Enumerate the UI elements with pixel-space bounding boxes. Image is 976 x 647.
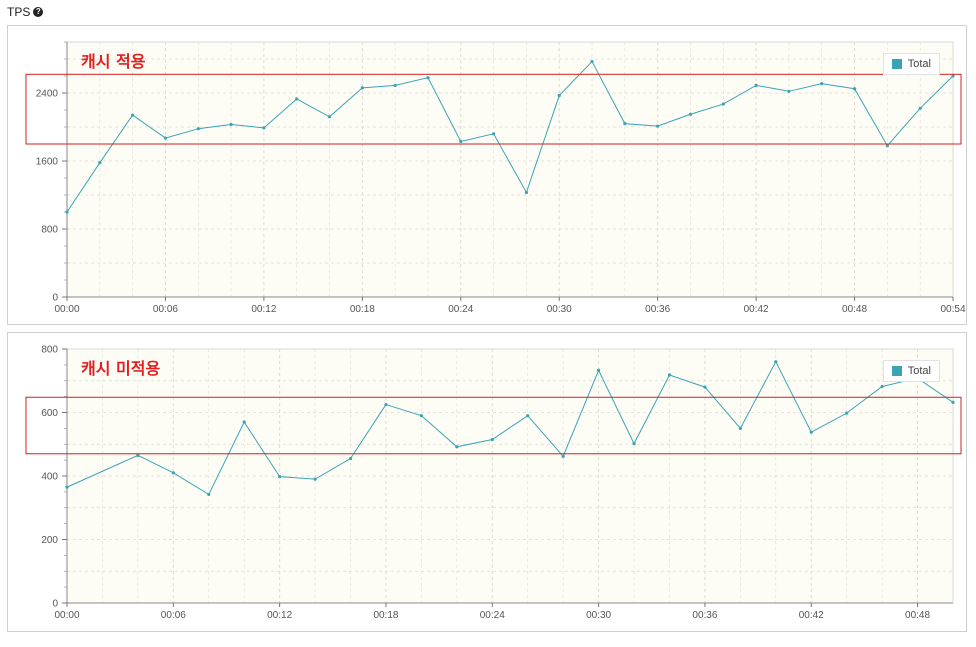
legend[interactable]: Total [882, 360, 940, 382]
highlight-box [25, 396, 962, 455]
page-title: TPS ? [7, 5, 44, 19]
series-line-total [66, 60, 954, 213]
data-point [918, 106, 922, 110]
data-point [171, 471, 175, 475]
chart-svg-cache-not-applied: 0 200 400 600 800 00:00 00:06 00:12 00:18 00:24 00… [25, 345, 962, 621]
data-point [295, 97, 299, 101]
data-point [787, 89, 791, 93]
x-tick-label: 00:00 [54, 610, 79, 621]
y-tick-label: 2400 [36, 89, 59, 100]
data-point [561, 454, 565, 458]
data-point [313, 477, 317, 481]
data-point [809, 430, 813, 434]
data-point [136, 453, 140, 457]
data-point [885, 144, 889, 148]
data-point [327, 115, 332, 119]
data-point [721, 102, 725, 106]
x-tick-label: 00:42 [744, 304, 769, 315]
chart-panel-cache-not-applied: 0 200 400 600 800 00:00 00:06 00:12 00:18 00:24 00… [7, 332, 967, 632]
data-point [207, 492, 211, 497]
data-point [738, 426, 742, 430]
data-point [426, 76, 430, 80]
data-point [262, 126, 266, 130]
data-point [951, 400, 955, 404]
x-tick-label: 00:36 [645, 304, 670, 315]
data-point [852, 87, 857, 91]
data-point [348, 456, 353, 461]
data-point [242, 420, 246, 424]
x-tick-label: 00:42 [799, 610, 824, 621]
y-tick-label: 0 [52, 599, 58, 610]
data-point [667, 373, 672, 377]
data-point [703, 385, 707, 389]
data-point [163, 136, 168, 140]
data-point [419, 414, 423, 418]
data-point [590, 59, 594, 64]
x-tick-label: 00:24 [480, 610, 505, 621]
x-tick-label: 00:48 [905, 610, 930, 621]
x-tick-label: 00:30 [547, 304, 572, 315]
legend-swatch [891, 366, 902, 376]
question-circle-icon[interactable]: ? [33, 7, 44, 17]
data-point [656, 124, 660, 128]
x-tick-label: 00:12 [267, 610, 292, 621]
y-tick-label: 400 [41, 472, 58, 483]
data-point [491, 132, 496, 136]
data-point [229, 122, 233, 127]
data-point [880, 384, 884, 389]
data-point [754, 83, 758, 87]
annotation-label: 캐시 적용 [81, 52, 146, 71]
data-point [597, 368, 601, 372]
data-point [524, 190, 529, 195]
data-point [526, 414, 530, 418]
legend-swatch [891, 59, 902, 69]
x-tick-label: 00:12 [251, 304, 276, 315]
y-tick-label: 600 [41, 408, 58, 419]
highlight-box [25, 73, 962, 145]
x-tick-label: 00:24 [448, 304, 473, 315]
chart-svg-cache-applied: 0 800 1600 2400 00:00 00:06 00:12 00:18 00:24 00:… [25, 41, 966, 315]
annotation-label: 캐시 미적용 [81, 359, 160, 378]
data-point [455, 445, 459, 449]
x-tick-label: 00:06 [153, 304, 178, 315]
data-point [393, 83, 397, 87]
y-tick-label: 800 [41, 225, 58, 236]
x-tick-label: 00:18 [350, 304, 375, 315]
legend-label: Total [907, 58, 931, 70]
y-tick-label: 800 [41, 345, 58, 356]
data-point [845, 411, 849, 415]
data-point [774, 360, 778, 364]
x-tick-label: 00:54 [940, 304, 965, 315]
x-tick-label: 00:30 [586, 610, 611, 621]
plot-area [66, 41, 954, 298]
data-point [688, 112, 693, 116]
data-point [459, 139, 463, 144]
data-point [490, 437, 494, 442]
x-tick-label: 00:18 [373, 610, 398, 621]
data-point [65, 485, 69, 489]
data-point [196, 127, 200, 131]
data-point [360, 86, 364, 90]
data-point [65, 210, 69, 214]
x-tick-label: 00:00 [54, 304, 79, 315]
y-tick-label: 1600 [36, 157, 59, 168]
x-tick-label: 00:36 [692, 610, 717, 621]
data-point [951, 74, 955, 78]
y-tick-label: 200 [41, 535, 58, 546]
page-title-text: TPS [7, 5, 31, 19]
data-point [278, 475, 282, 479]
data-point [384, 402, 388, 407]
data-point [623, 122, 627, 126]
data-point [131, 113, 135, 117]
data-point [557, 93, 561, 98]
legend[interactable]: Total [882, 53, 940, 75]
x-tick-label: 00:48 [842, 304, 867, 315]
data-point [632, 442, 636, 446]
x-tick-label: 00:06 [161, 610, 186, 621]
legend-label: Total [907, 365, 931, 377]
data-point [98, 161, 102, 165]
chart-panel-cache-applied: 0 800 1600 2400 00:00 00:06 00:12 00:18 00:24 00:… [7, 25, 967, 325]
data-point [820, 82, 824, 86]
y-tick-label: 0 [52, 293, 58, 304]
